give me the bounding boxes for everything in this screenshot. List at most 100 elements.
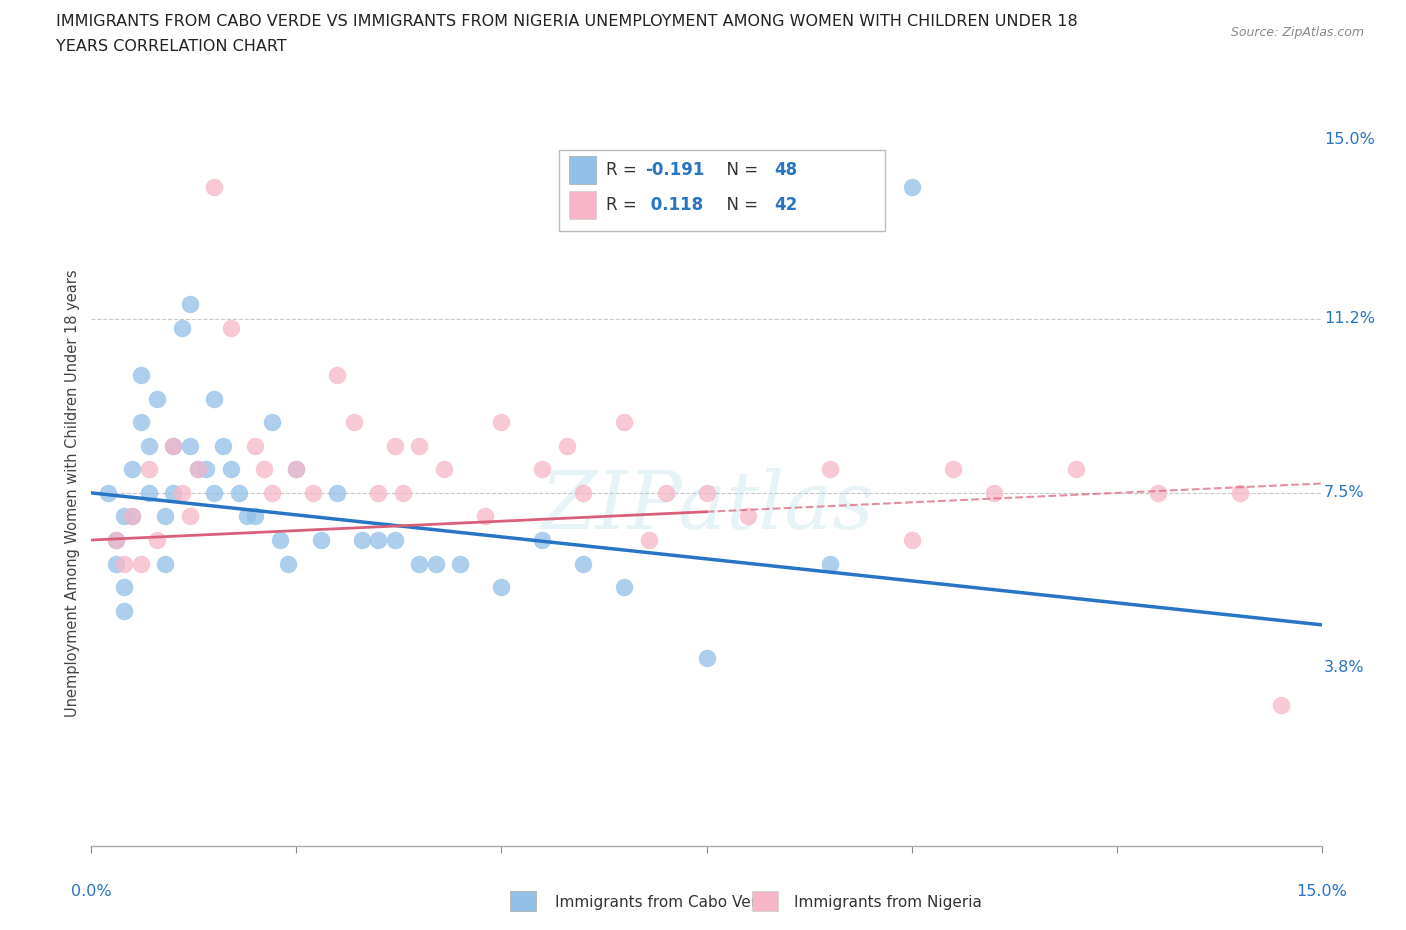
Text: N =: N = [716, 196, 763, 214]
Text: ZIPatlas: ZIPatlas [540, 469, 873, 546]
Text: IMMIGRANTS FROM CABO VERDE VS IMMIGRANTS FROM NIGERIA UNEMPLOYMENT AMONG WOMEN W: IMMIGRANTS FROM CABO VERDE VS IMMIGRANTS… [56, 14, 1078, 29]
Point [202, 485, 225, 500]
Y-axis label: Unemployment Among Women with Children Under 18 years: Unemployment Among Women with Children U… [65, 269, 80, 717]
Point [309, 533, 332, 548]
Point [491, 415, 513, 430]
Point [162, 438, 184, 453]
Point [1146, 485, 1168, 500]
Point [384, 533, 406, 548]
Text: 11.2%: 11.2% [1324, 311, 1375, 326]
Point [269, 533, 291, 548]
Point [285, 462, 308, 477]
Point [162, 438, 184, 453]
Point [638, 533, 661, 548]
Point [129, 415, 152, 430]
Point [613, 579, 636, 594]
Point [260, 485, 283, 500]
Point [737, 509, 759, 524]
Text: Immigrants from Nigeria: Immigrants from Nigeria [794, 895, 983, 910]
Point [433, 462, 456, 477]
Point [613, 415, 636, 430]
Point [384, 438, 406, 453]
Point [425, 556, 447, 571]
Point [219, 321, 242, 336]
Point [202, 179, 225, 194]
Point [179, 297, 201, 312]
Text: -0.191: -0.191 [645, 161, 704, 179]
Text: R =: R = [606, 196, 641, 214]
Point [277, 556, 299, 571]
Point [202, 392, 225, 406]
Text: Source: ZipAtlas.com: Source: ZipAtlas.com [1230, 26, 1364, 39]
Point [105, 556, 127, 571]
Point [170, 485, 193, 500]
Point [195, 462, 218, 477]
Point [900, 179, 922, 194]
Point [121, 509, 143, 524]
Point [942, 462, 965, 477]
Point [228, 485, 250, 500]
Point [695, 485, 717, 500]
Point [162, 485, 184, 500]
Point [531, 462, 554, 477]
Text: 15.0%: 15.0% [1324, 132, 1375, 147]
Text: 0.0%: 0.0% [72, 884, 111, 898]
Point [367, 485, 389, 500]
Point [129, 367, 152, 382]
Point [392, 485, 415, 500]
Point [818, 462, 841, 477]
Text: 7.5%: 7.5% [1324, 485, 1365, 500]
Point [97, 485, 120, 500]
Point [695, 650, 717, 665]
Point [900, 533, 922, 548]
Point [138, 485, 160, 500]
Point [138, 462, 160, 477]
Point [367, 533, 389, 548]
Text: 15.0%: 15.0% [1296, 884, 1347, 898]
Point [121, 462, 143, 477]
Text: 42: 42 [775, 196, 797, 214]
Point [474, 509, 496, 524]
Point [112, 509, 135, 524]
Point [572, 485, 595, 500]
Point [105, 533, 127, 548]
Point [343, 415, 366, 430]
Point [146, 392, 169, 406]
Point [326, 485, 349, 500]
Point [326, 367, 349, 382]
Point [112, 556, 135, 571]
Point [187, 462, 209, 477]
Point [219, 462, 242, 477]
Point [121, 509, 143, 524]
Text: R =: R = [606, 161, 641, 179]
Point [449, 556, 471, 571]
Point [236, 509, 259, 524]
Point [105, 533, 127, 548]
Point [983, 485, 1005, 500]
Point [187, 462, 209, 477]
Point [153, 509, 177, 524]
Point [1064, 462, 1087, 477]
Point [153, 556, 177, 571]
Point [179, 438, 201, 453]
Point [112, 604, 135, 618]
Point [112, 579, 135, 594]
FancyBboxPatch shape [558, 150, 884, 232]
Point [1229, 485, 1251, 500]
Point [531, 533, 554, 548]
Point [260, 415, 283, 430]
Text: N =: N = [716, 161, 763, 179]
Point [245, 509, 267, 524]
Point [179, 509, 201, 524]
Point [352, 533, 374, 548]
Bar [568, 155, 596, 184]
Text: 3.8%: 3.8% [1324, 659, 1365, 675]
Point [408, 438, 430, 453]
Point [170, 321, 193, 336]
Point [253, 462, 276, 477]
Text: YEARS CORRELATION CHART: YEARS CORRELATION CHART [56, 39, 287, 54]
Point [211, 438, 233, 453]
Point [408, 556, 430, 571]
Bar [568, 191, 596, 219]
Point [285, 462, 308, 477]
